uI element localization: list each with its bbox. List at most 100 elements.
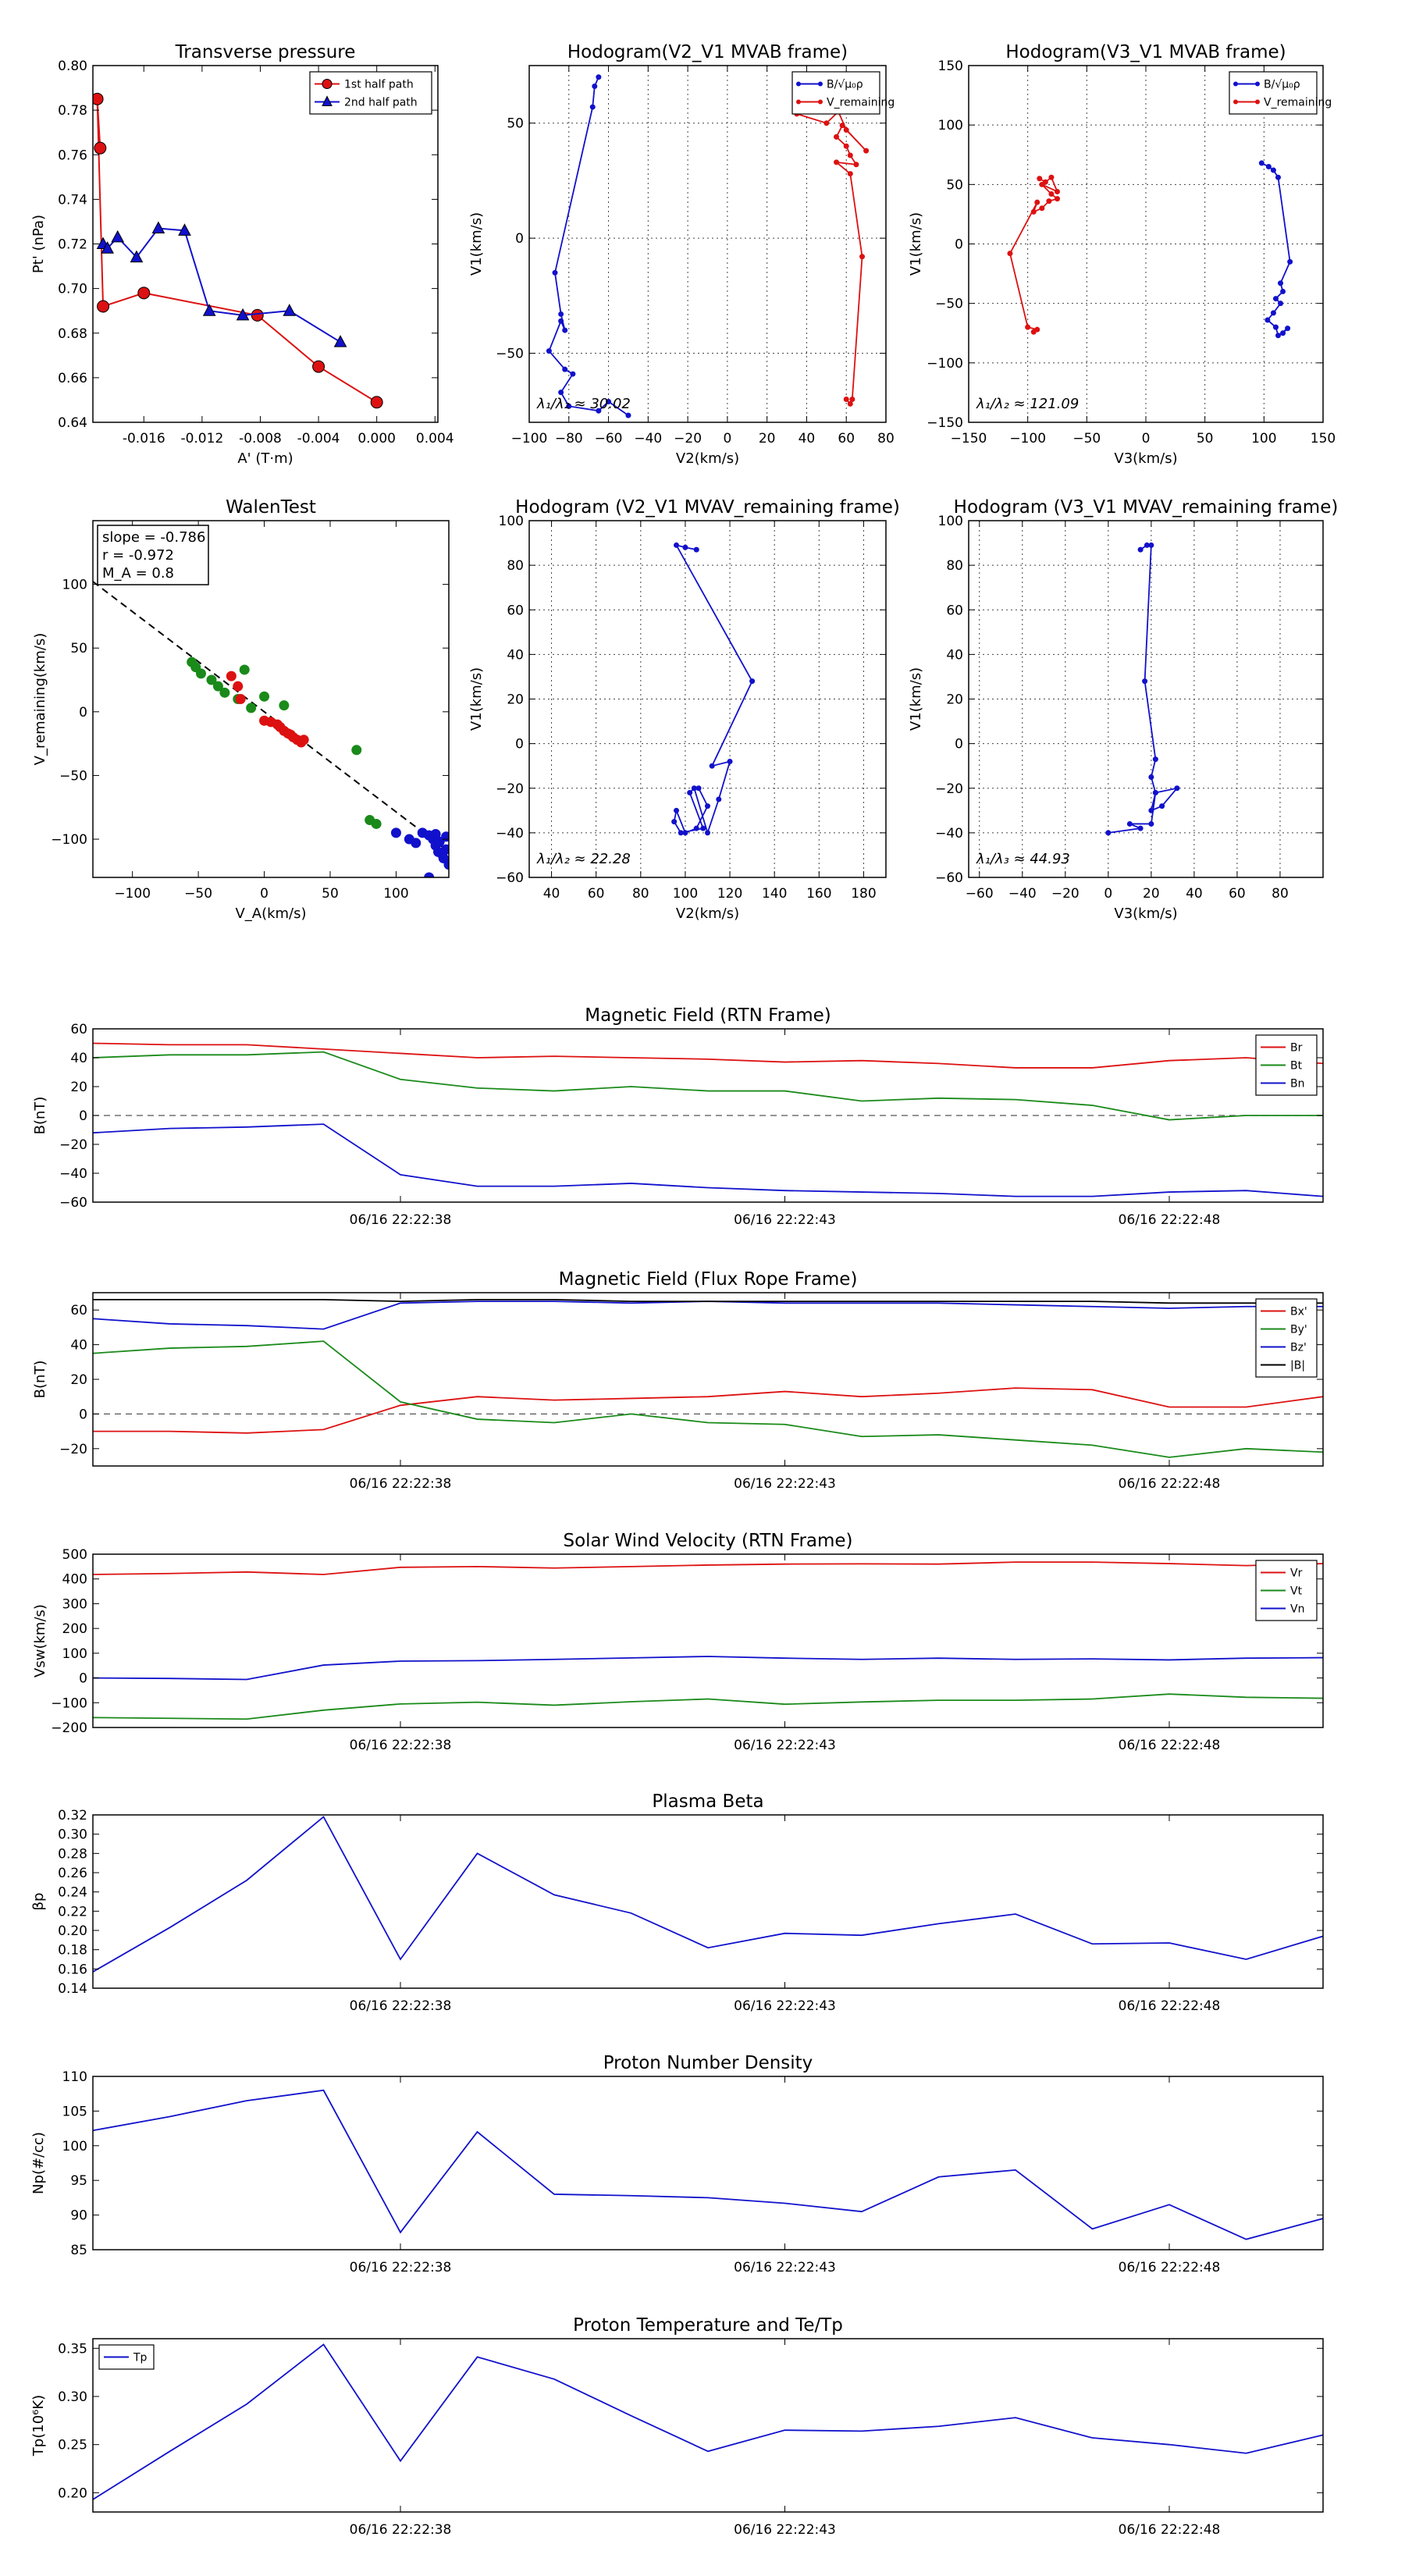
- data-point: [596, 74, 602, 80]
- data-point: [1030, 329, 1037, 335]
- data-point: [1030, 208, 1037, 215]
- y-tick-label: 400: [62, 1572, 87, 1588]
- data-point: [1148, 820, 1154, 827]
- y-tick-label: 0.24: [58, 1885, 87, 1901]
- data-point: [847, 171, 853, 177]
- data-point: [834, 133, 840, 140]
- data-point: [596, 407, 602, 414]
- legend-label: Vr: [1290, 1567, 1303, 1580]
- y-axis-label: V1(km/s): [908, 667, 924, 731]
- y-axis-label: βp: [30, 1893, 47, 1911]
- y-tick-label: 0.68: [58, 326, 87, 342]
- data-point: [1048, 174, 1055, 180]
- x-tick-label: 06/16 22:22:48: [1119, 2260, 1221, 2275]
- scatter-point: [390, 827, 401, 838]
- chart-tp: Transverse pressure -0.016 -0.012 -0.008 -0.…: [30, 42, 454, 467]
- data-point: [749, 678, 756, 685]
- x-tick-label: 160: [806, 886, 831, 902]
- x-tick-label: 06/16 22:22:43: [734, 1738, 836, 1753]
- chart-title: Hodogram (V3_V1 MVAV_remaining frame): [954, 497, 1339, 518]
- data-point: [834, 159, 840, 165]
- data-point: [1278, 280, 1284, 286]
- axes-frame: [92, 2076, 1324, 2250]
- scatter-point: [259, 691, 270, 702]
- series-blue: [390, 827, 449, 877]
- y-tick-label: 0.32: [58, 1808, 87, 1823]
- y-tick-label: 0: [79, 1671, 87, 1687]
- x-tick-label: 06/16 22:22:38: [350, 1998, 452, 2014]
- eigen-ratio-annotation: λ₁/λ₃ ≈ 44.93: [976, 851, 1070, 867]
- data-point: [693, 825, 699, 831]
- data-point: [589, 104, 596, 110]
- data-point: [562, 366, 568, 372]
- data-point: [101, 241, 114, 254]
- chart-title: Transverse pressure: [175, 42, 356, 62]
- data-point: [592, 84, 598, 90]
- x-axis-label: V_A(km/s): [235, 906, 306, 922]
- y-tick-label: 40: [70, 1051, 87, 1066]
- data-point: [1264, 317, 1271, 323]
- data-point: [1275, 174, 1281, 180]
- y-tick-label: 40: [507, 647, 524, 663]
- data-point: [1258, 160, 1264, 166]
- y-tick-label: 0.74: [58, 192, 87, 208]
- y-tick-label: 0.64: [58, 415, 87, 431]
- series-red: [226, 671, 309, 748]
- data-point: [1025, 324, 1031, 330]
- data-point: [1270, 310, 1276, 316]
- y-tick-label: −100: [51, 1695, 87, 1711]
- x-tick-label: 60: [838, 431, 855, 447]
- data-point: [705, 803, 710, 809]
- data-point: [1152, 789, 1158, 795]
- data-point: [1048, 191, 1055, 197]
- y-tick-label: −50: [59, 768, 87, 784]
- x-tick-label: −100: [114, 886, 151, 902]
- legend-label: Vn: [1290, 1603, 1304, 1616]
- legend-label: Br: [1290, 1042, 1303, 1055]
- axes-frame: [528, 65, 887, 423]
- series-bz-: [93, 1300, 1323, 1330]
- y-tick-label: 90: [70, 2208, 87, 2224]
- y-tick-label: 105: [62, 2104, 87, 2119]
- series--b-: [93, 1298, 1323, 1304]
- series-green: [187, 656, 382, 829]
- data-point: [94, 141, 107, 155]
- x-tick-label: −40: [1008, 886, 1037, 902]
- y-tick-label: 20: [70, 1080, 87, 1095]
- data-point: [1039, 181, 1045, 187]
- data-point: [847, 400, 853, 407]
- y-tick-label: 100: [62, 578, 87, 593]
- x-tick-label: −80: [555, 431, 583, 447]
- y-tick-label: 0.20: [58, 1923, 87, 1939]
- scatter-point: [351, 745, 362, 756]
- data-point: [137, 286, 151, 300]
- x-tick-label: 06/16 22:22:43: [734, 1476, 836, 1492]
- x-tick-label: 06/16 22:22:38: [350, 1476, 452, 1492]
- scatter-point: [246, 703, 257, 713]
- data-point: [558, 318, 564, 324]
- y-tick-label: 0: [955, 237, 963, 253]
- scatter-point: [239, 664, 250, 675]
- x-tick-label: 150: [1311, 431, 1336, 447]
- x-tick-label: 40: [1186, 886, 1203, 902]
- chart-hg2: Hodogram(V3_V1 MVAB frame) −150 −100 −50 0 50…: [908, 42, 1336, 467]
- data-point: [674, 807, 680, 813]
- x-tick-label: 06/16 22:22:38: [350, 2522, 452, 2538]
- x-tick-label: 80: [632, 886, 649, 902]
- y-tick-label: 0.78: [58, 103, 87, 119]
- data-point: [1270, 167, 1276, 173]
- axes-frame: [92, 520, 450, 878]
- series-line: [93, 1051, 1323, 1121]
- data-point: [1055, 196, 1060, 202]
- y-tick-label: 20: [507, 692, 524, 708]
- chart-hg1: Hodogram(V2_V1 MVAB frame)−100 −80 −60 −40−…: [468, 42, 895, 467]
- y-tick-label: 0.14: [58, 1981, 87, 1997]
- series-v-remaining: [1007, 174, 1060, 335]
- x-tick-label: 06/16 22:22:43: [734, 1212, 836, 1228]
- y-tick-label: −60: [935, 870, 963, 886]
- series-bt: [93, 1051, 1323, 1121]
- eigen-ratio-annotation: λ₁/λ₂ ≈ 22.28: [536, 851, 631, 867]
- x-axis-label: V3(km/s): [1114, 906, 1177, 922]
- x-tick-label: 20: [759, 431, 776, 447]
- data-point: [1046, 198, 1052, 205]
